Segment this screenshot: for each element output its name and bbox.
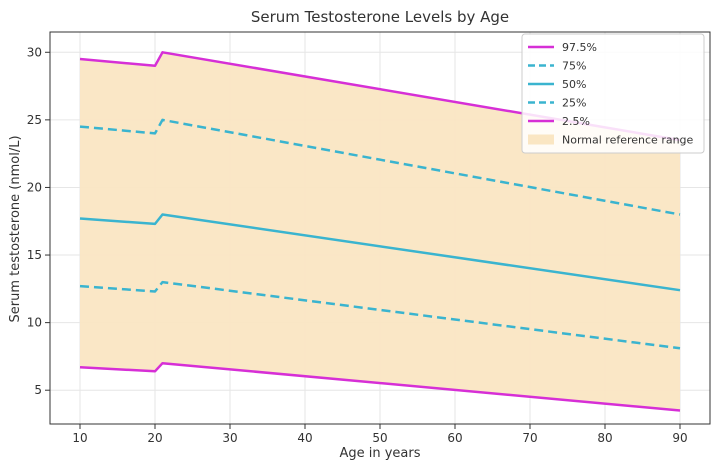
x-tick-label: 10 bbox=[72, 431, 87, 445]
legend-label: 50% bbox=[562, 78, 586, 91]
legend-label: Normal reference range bbox=[562, 134, 694, 147]
y-tick-label: 20 bbox=[27, 180, 42, 194]
legend-box bbox=[521, 33, 705, 154]
legend: 97.5% 75% 50% 25% 2.5% Normal reference range bbox=[521, 33, 705, 154]
y-tick-label: 30 bbox=[27, 45, 42, 59]
legend-label: 97.5% bbox=[562, 41, 597, 54]
legend-label: 75% bbox=[562, 60, 586, 73]
x-tick-label: 20 bbox=[147, 431, 162, 445]
series-lines bbox=[79, 51, 681, 412]
series-line-97-5pct bbox=[79, 51, 681, 142]
x-axis-label: Age in years bbox=[339, 446, 420, 461]
series-line-75pct bbox=[79, 118, 681, 216]
axis-ticks: 10 20 30 40 50 60 70 80 90 5 10 15 20 25 30 bbox=[27, 45, 688, 445]
series-line-2-5pct bbox=[79, 361, 681, 412]
y-tick-label: 5 bbox=[34, 383, 42, 397]
legend-label: 25% bbox=[562, 97, 586, 110]
series-line-50pct bbox=[79, 213, 681, 292]
y-axis-label: Serum testosterone (nmol/L) bbox=[8, 135, 23, 322]
x-tick-label: 40 bbox=[297, 431, 312, 445]
chart-title: Serum Testosterone Levels by Age bbox=[251, 8, 509, 26]
x-tick-label: 70 bbox=[522, 431, 537, 445]
x-tick-label: 50 bbox=[372, 431, 387, 445]
x-tick-label: 30 bbox=[222, 431, 237, 445]
x-tick-label: 80 bbox=[597, 431, 612, 445]
y-tick-label: 10 bbox=[27, 316, 42, 330]
y-tick-label: 25 bbox=[27, 113, 42, 127]
y-tick-label: 15 bbox=[27, 248, 42, 262]
legend-swatch-band bbox=[528, 134, 554, 145]
x-tick-label: 90 bbox=[672, 431, 687, 445]
x-tick-label: 60 bbox=[447, 431, 462, 445]
legend-label: 2.5% bbox=[562, 115, 590, 128]
